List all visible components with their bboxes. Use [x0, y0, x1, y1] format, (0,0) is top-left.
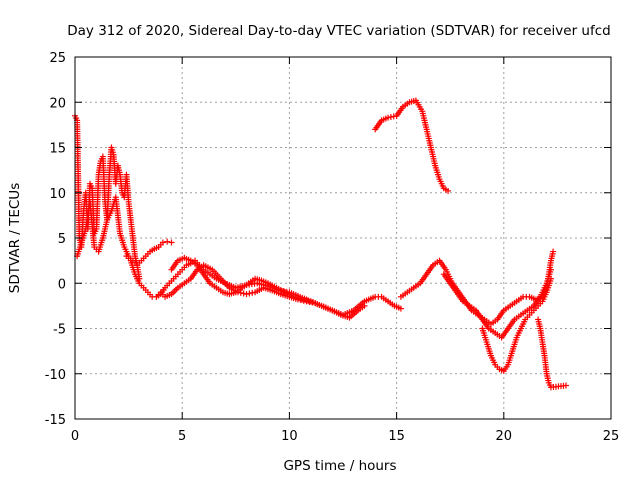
data-point — [309, 299, 316, 306]
grid — [75, 57, 611, 419]
y-tick-label: -15 — [45, 413, 66, 428]
y-tick-label: -10 — [45, 368, 66, 383]
data-point — [550, 248, 557, 255]
data-point — [390, 113, 397, 120]
data-point — [387, 114, 394, 121]
x-tick-label: 20 — [496, 429, 513, 444]
data-point — [243, 291, 250, 298]
data-point — [547, 275, 554, 282]
data-point — [294, 296, 301, 303]
data-point — [312, 300, 319, 307]
y-tick-label: 0 — [58, 277, 66, 292]
y-axis-label: SDTVAR / TECUs — [7, 183, 23, 293]
data-point — [164, 238, 171, 245]
x-tick-label: 25 — [603, 429, 620, 444]
data-point — [300, 297, 307, 304]
x-tick-label: 0 — [71, 429, 79, 444]
x-tick-label: 15 — [388, 429, 405, 444]
data-point — [547, 266, 554, 273]
data-point — [237, 289, 244, 296]
y-tick-label: -5 — [53, 323, 66, 338]
chart-title: Day 312 of 2020, Sidereal Day-to-day VTE… — [67, 23, 610, 39]
data-points — [72, 97, 569, 391]
y-tick-label: 15 — [49, 142, 66, 157]
y-tick-label: 5 — [58, 232, 66, 247]
data-point — [234, 289, 241, 296]
data-point — [385, 114, 392, 121]
x-tick-label: 10 — [281, 429, 298, 444]
data-point — [297, 297, 304, 304]
y-tick-label: 25 — [49, 51, 66, 66]
data-point — [249, 289, 256, 296]
data-point — [246, 290, 253, 297]
axis-ticks: 0 5 10 15 20 25 -15 -10 -5 0 5 10 15 20 25 — [45, 51, 620, 444]
data-point — [240, 290, 247, 297]
y-tick-label: 10 — [49, 187, 66, 202]
data-point — [562, 382, 569, 389]
data-point — [303, 298, 310, 305]
data-point — [159, 239, 166, 246]
x-tick-label: 5 — [178, 429, 186, 444]
y-tick-label: 20 — [49, 96, 66, 111]
data-point — [306, 298, 313, 305]
data-point — [397, 305, 404, 312]
x-axis-label: GPS time / hours — [283, 458, 396, 474]
data-point — [168, 239, 175, 246]
data-point — [445, 187, 452, 194]
